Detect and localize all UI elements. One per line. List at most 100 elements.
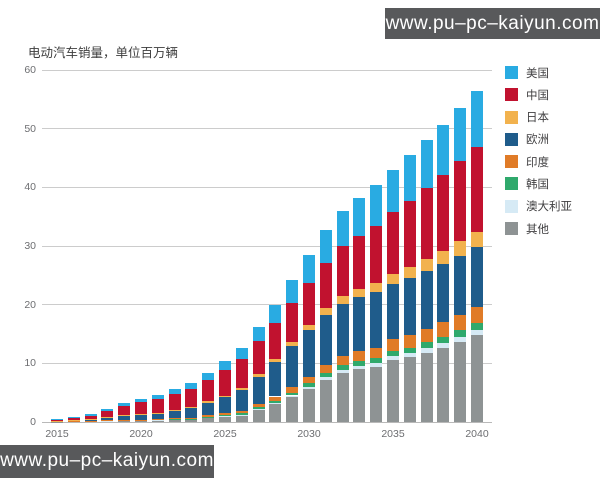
bar-2020-segment-china [135, 402, 147, 415]
bar-2023-segment-china [185, 388, 198, 407]
bar-2015 [51, 70, 63, 422]
bar-2034-segment-india [370, 347, 383, 359]
bar-2035-segment-china [387, 211, 399, 274]
bar-2029-segment-europe [286, 346, 299, 388]
bar-2027-segment-india [252, 404, 265, 408]
bar-2020-segment-europe [135, 415, 147, 420]
bar-2029-segment-india [286, 387, 299, 393]
bar-2015-segment-china [51, 419, 63, 421]
x-tick-label-2020: 2020 [129, 428, 153, 440]
bar-2020-segment-other [135, 420, 147, 422]
bar-2036-segment-usa [403, 155, 416, 201]
bar-2037 [420, 70, 433, 422]
gridline-y40 [42, 186, 492, 188]
bar-2032-segment-china [336, 246, 349, 297]
bar-2032-segment-india [336, 356, 349, 366]
bar-2036-segment-australia [403, 353, 416, 358]
bar-2032-segment-europe [336, 303, 349, 357]
bar-2026-segment-india [235, 410, 248, 414]
bar-2036-segment-china [403, 200, 416, 267]
bar-2021 [151, 70, 164, 422]
bar-2031-segment-usa [319, 230, 332, 263]
bar-2024-segment-japan [202, 401, 215, 404]
bar-2040-segment-korea [471, 323, 483, 330]
legend-item-other: 其他 [505, 222, 572, 236]
bar-2038-segment-australia [437, 342, 450, 348]
bar-2027-segment-other [252, 410, 265, 422]
bar-2023-segment-other [185, 419, 198, 422]
bar-2036-segment-europe [403, 278, 416, 335]
bar-2030 [303, 70, 315, 422]
legend-swatch-japan [505, 110, 518, 124]
bar-2023-segment-india [185, 417, 198, 419]
y-tick-label-20: 20 [24, 298, 36, 311]
bar-2025-segment-usa [219, 361, 231, 370]
bar-2021-segment-europe [151, 413, 164, 419]
bar-2038-segment-india [437, 322, 450, 337]
gridline-y10 [42, 362, 492, 364]
bar-2024 [202, 70, 215, 422]
bar-2028-segment-korea [269, 400, 282, 403]
gridline-y50 [42, 128, 492, 130]
gridline-y20 [42, 304, 492, 306]
legend-label-europe: 欧洲 [526, 134, 549, 147]
bar-2033-segment-europe [353, 297, 366, 352]
bar-2035-segment-australia [387, 356, 399, 361]
y-tick-label-50: 50 [24, 122, 36, 135]
bar-2025 [219, 70, 231, 422]
bar-2026-segment-korea [235, 413, 248, 415]
bar-2023-segment-europe [185, 408, 198, 418]
bar-2022-segment-usa [168, 389, 181, 395]
bar-2038-segment-europe [437, 263, 450, 323]
bar-2024-segment-usa [202, 372, 215, 380]
bar-2031-segment-korea [319, 372, 332, 377]
bar-2030-segment-india [303, 376, 315, 384]
legend-swatch-china [505, 88, 518, 102]
bar-2031-segment-india [319, 365, 332, 373]
bar-2030-segment-australia [303, 386, 315, 390]
bar-2027-segment-japan [252, 374, 265, 378]
bar-2039-segment-australia [454, 336, 467, 342]
bar-2018-segment-other [101, 420, 114, 422]
bar-2016-segment-europe [67, 420, 80, 422]
bar-2029-segment-japan [286, 341, 299, 347]
bar-2023 [185, 70, 198, 422]
x-tick-label-2015: 2015 [45, 428, 69, 440]
bar-2031-segment-other [319, 379, 332, 422]
bar-2020 [135, 70, 147, 422]
bar-2025-segment-australia [219, 416, 231, 417]
legend-item-india: 印度 [505, 155, 572, 169]
bar-2022-segment-japan [168, 409, 181, 412]
bar-2018 [101, 70, 114, 422]
bar-2027 [252, 70, 265, 422]
legend-swatch-usa [505, 66, 518, 79]
legend-swatch-europe [505, 132, 518, 146]
bar-2027-segment-europe [252, 377, 265, 404]
bar-2031-segment-australia [319, 376, 332, 380]
bar-2023-segment-usa [185, 382, 198, 389]
bar-2034-segment-japan [370, 283, 383, 293]
bar-2037-segment-india [420, 328, 433, 343]
bar-2022-segment-other [168, 419, 181, 422]
bar-2031-segment-europe [319, 314, 332, 366]
bar-2028-segment-europe [269, 362, 282, 397]
bar-2018-segment-usa [101, 408, 114, 411]
bar-2021-segment-china [151, 398, 164, 413]
bar-2019 [118, 70, 131, 422]
bar-2039-segment-usa [454, 107, 467, 162]
legend-swatch-other [505, 222, 518, 236]
x-tick-label-2040: 2040 [465, 428, 489, 440]
bar-2026-segment-europe [235, 390, 248, 411]
bar-2034-segment-other [370, 366, 383, 422]
legend-swatch-korea [505, 177, 518, 191]
bar-2018-segment-china [101, 410, 114, 418]
bar-2035-segment-korea [387, 351, 399, 357]
bar-2022-segment-europe [168, 411, 181, 419]
legend: 美国 中国 日本 欧洲 印度 韩国 澳大利亚 其他 [505, 66, 572, 244]
bar-2016-segment-china [67, 418, 80, 421]
bar-2031-segment-japan [319, 308, 332, 315]
bar-2030-segment-other [303, 389, 315, 422]
bar-2033-segment-usa [353, 197, 366, 236]
gridline-y30 [42, 245, 492, 247]
bar-2019-segment-japan [118, 415, 131, 417]
